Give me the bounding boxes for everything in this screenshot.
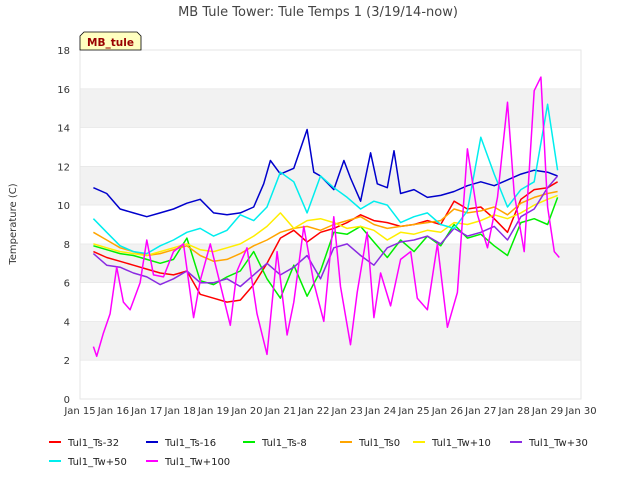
series-line-tul1-ts-8: [93, 197, 559, 299]
legend-item: Tul1_Ts-16: [146, 438, 216, 449]
x-tick-label: Jan 28: [498, 406, 530, 417]
legend-label: Tul1_Tw+50: [67, 457, 127, 468]
y-tick-label: 16: [57, 85, 70, 96]
y-tick-label: 18: [57, 46, 70, 57]
y-tick-label: 6: [64, 279, 70, 290]
y-tick-label: 14: [57, 124, 70, 135]
annotation-label: MB_tule: [87, 37, 134, 49]
annotation-box: MB_tule: [79, 31, 142, 51]
series-line-tul1-tw-50: [92, 103, 559, 255]
band-4-6: [80, 282, 581, 322]
x-tick-label: Jan 29: [531, 406, 563, 417]
y-tick-label: 4: [64, 317, 70, 328]
legend-label: Tul1_Tw+100: [164, 457, 230, 468]
x-tick-label: Jan 18: [164, 406, 196, 417]
legend-item: Tul1_Ts-32: [49, 438, 119, 449]
annotation-shape: [79, 31, 142, 51]
band-14-16: [80, 88, 581, 128]
background-bands: [79, 49, 582, 400]
legend-label: Tul1_Ts-16: [164, 438, 216, 449]
band-16-18: [80, 50, 581, 89]
x-tick-label: Jan 24: [364, 406, 396, 417]
series-line-tul1-ts-32: [93, 181, 558, 303]
x-tick-label: Jan 27: [464, 406, 496, 417]
band-2-4: [80, 321, 581, 361]
y-tick-label: 0: [64, 395, 70, 406]
series-line-tul1-ts0: [93, 190, 558, 263]
y-tick-label: 12: [57, 162, 70, 173]
legend-label: Tul1_Tw+30: [528, 438, 588, 449]
x-tick-label: Jan 23: [331, 406, 363, 417]
band-0-2: [80, 360, 581, 399]
series-layer: [92, 76, 560, 358]
chart-title: MB Tule Tower: Tule Temps 1 (3/19/14-now…: [178, 5, 458, 20]
legend-label: Tul1_Ts-8: [261, 438, 307, 449]
y-axis-label: Temperature (C): [8, 183, 19, 265]
x-tick-label: Jan 21: [264, 406, 296, 417]
x-tick-label: Jan 22: [297, 406, 329, 417]
legend-item: Tul1_Tw+10: [413, 438, 491, 449]
x-tick-label: Jan 16: [97, 406, 129, 417]
legend: Tul1_Ts-32 Tul1_Ts-16 Tul1_Ts-8 Tul1_Ts0 Tul…: [49, 438, 588, 468]
legend-item: Tul1_Ts0: [340, 438, 400, 449]
legend-label: Tul1_Ts0: [358, 438, 400, 449]
x-tick-label: Jan 17: [130, 406, 162, 417]
legend-label: Tul1_Tw+10: [431, 438, 491, 449]
legend-item: Tul1_Ts-8: [243, 438, 307, 449]
x-tick-label: Jan 20: [230, 406, 262, 417]
legend-item: Tul1_Tw+100: [146, 457, 230, 468]
x-tick-label: Jan 26: [431, 406, 463, 417]
series-line-tul1-tw-10: [93, 194, 558, 257]
x-tick-label: Jan 25: [397, 406, 429, 417]
legend-item: Tul1_Tw+30: [510, 438, 588, 449]
x-tick-label: Jan 30: [564, 406, 596, 417]
legend-label: Tul1_Ts-32: [67, 438, 119, 449]
legend-item: Tul1_Tw+50: [49, 457, 127, 468]
band-12-14: [80, 127, 581, 167]
y-tick-label: 8: [64, 240, 70, 251]
y-tick-label: 2: [64, 356, 70, 367]
series-line-tul1-tw-100: [92, 76, 560, 358]
x-tick-label: Jan 15: [63, 406, 95, 417]
y-tick-label: 10: [57, 201, 70, 212]
x-tick-label: Jan 19: [197, 406, 229, 417]
